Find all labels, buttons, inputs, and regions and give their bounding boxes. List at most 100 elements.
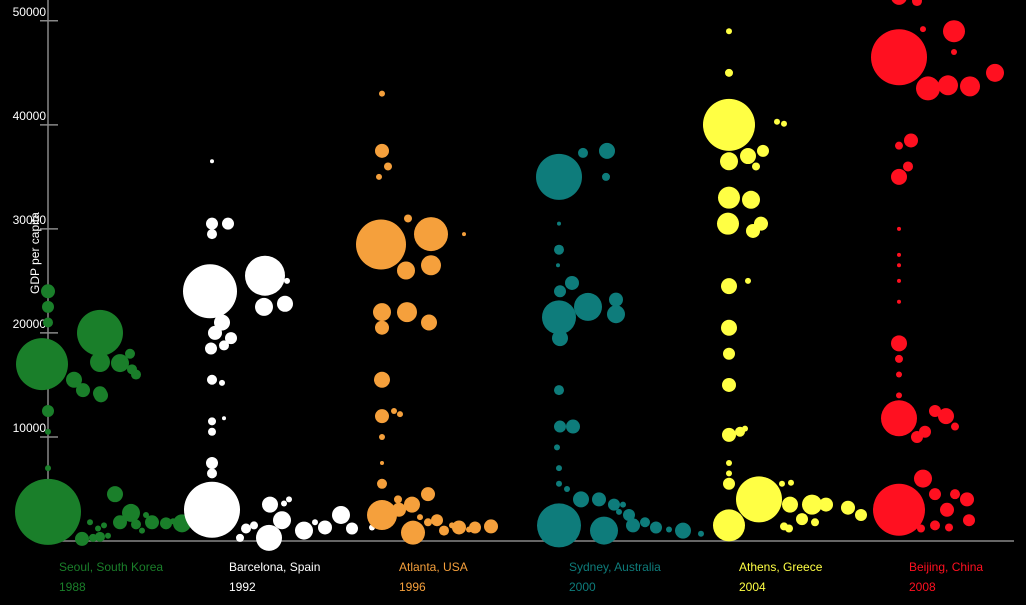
city-label: Athens, Greece [739, 560, 823, 574]
bubble [379, 433, 385, 440]
bubble [920, 26, 926, 33]
bubble [241, 523, 251, 534]
bubble [379, 90, 385, 97]
bubble [592, 492, 606, 507]
bubble [725, 68, 733, 77]
bubble [170, 518, 176, 525]
bubble [537, 503, 581, 548]
bubble [666, 526, 672, 533]
bubble [897, 299, 901, 304]
bubble [891, 0, 907, 5]
bubble [722, 377, 736, 392]
bubble [95, 525, 101, 532]
y-tick-label: 40000 [13, 109, 47, 123]
bubble [608, 498, 620, 511]
bubble [143, 511, 149, 518]
bubble [616, 508, 622, 515]
bubble [752, 162, 760, 171]
year-label: 2000 [569, 580, 596, 594]
bubble [891, 335, 907, 352]
bubble [66, 371, 82, 388]
bubble [373, 303, 391, 322]
bubble [42, 404, 54, 417]
bubble [873, 483, 925, 536]
bubble [698, 530, 704, 537]
year-label: 2004 [739, 580, 766, 594]
bubble [938, 75, 958, 96]
bubble [929, 488, 941, 501]
bubble [578, 147, 588, 158]
bubble [131, 519, 141, 530]
bubble [207, 374, 217, 385]
bubble [139, 527, 145, 534]
bubble [42, 300, 54, 313]
bubble [943, 20, 965, 43]
bubble [210, 159, 214, 164]
bubble [916, 76, 940, 101]
bubble [740, 148, 756, 165]
bubble [930, 520, 940, 531]
bubble [41, 284, 55, 299]
bubble [222, 416, 226, 421]
y-ticks: 10000 20000 30000 40000 50000 [13, 5, 58, 438]
bubble [745, 277, 751, 284]
bubble [602, 172, 610, 181]
bubble [938, 408, 954, 425]
bubble [394, 495, 402, 504]
bubble [208, 325, 222, 340]
bubble [950, 489, 960, 500]
bubble [802, 494, 822, 515]
bubble [774, 118, 780, 125]
bubble [855, 508, 867, 521]
y-tick-label: 20000 [13, 317, 47, 331]
bubble [281, 500, 287, 507]
bubble [397, 261, 415, 280]
bubble [219, 379, 225, 386]
city-label: Sydney, Australia [569, 560, 661, 574]
series-1996 [356, 90, 498, 545]
bubble [332, 505, 350, 524]
bubble [375, 143, 389, 158]
bubble [414, 217, 448, 252]
bubble [620, 501, 626, 508]
bubble [125, 348, 135, 359]
bubble [960, 76, 980, 97]
bubble [273, 511, 291, 530]
bubble [131, 369, 141, 380]
bubble [891, 168, 907, 185]
bubble [75, 531, 89, 546]
bubble [929, 404, 941, 417]
bubble [392, 502, 406, 517]
bubbles [15, 0, 1004, 551]
bubble [757, 144, 769, 157]
bubble [105, 532, 111, 539]
bubble [542, 300, 576, 335]
bubble [703, 98, 755, 151]
bubble [640, 517, 650, 528]
year-label: 1992 [229, 580, 256, 594]
bubble [960, 492, 974, 507]
bubble [208, 417, 216, 426]
bubble [384, 162, 392, 171]
bubble [318, 520, 332, 535]
bubble [721, 278, 737, 295]
bubble [742, 190, 760, 209]
bubble [557, 221, 561, 226]
bubble [466, 526, 472, 533]
bubble [841, 500, 855, 515]
bubble [623, 508, 635, 521]
bubble [917, 524, 925, 533]
bubble [421, 487, 435, 502]
bubble [90, 352, 110, 373]
bubble [250, 521, 258, 530]
bubble [723, 477, 735, 490]
bubble [16, 338, 68, 391]
bubble [15, 478, 81, 545]
bubble [107, 486, 123, 503]
bubble [245, 255, 285, 296]
bubble [896, 392, 902, 399]
bubble [781, 120, 787, 127]
bubble [713, 509, 745, 542]
bubble [205, 342, 217, 355]
